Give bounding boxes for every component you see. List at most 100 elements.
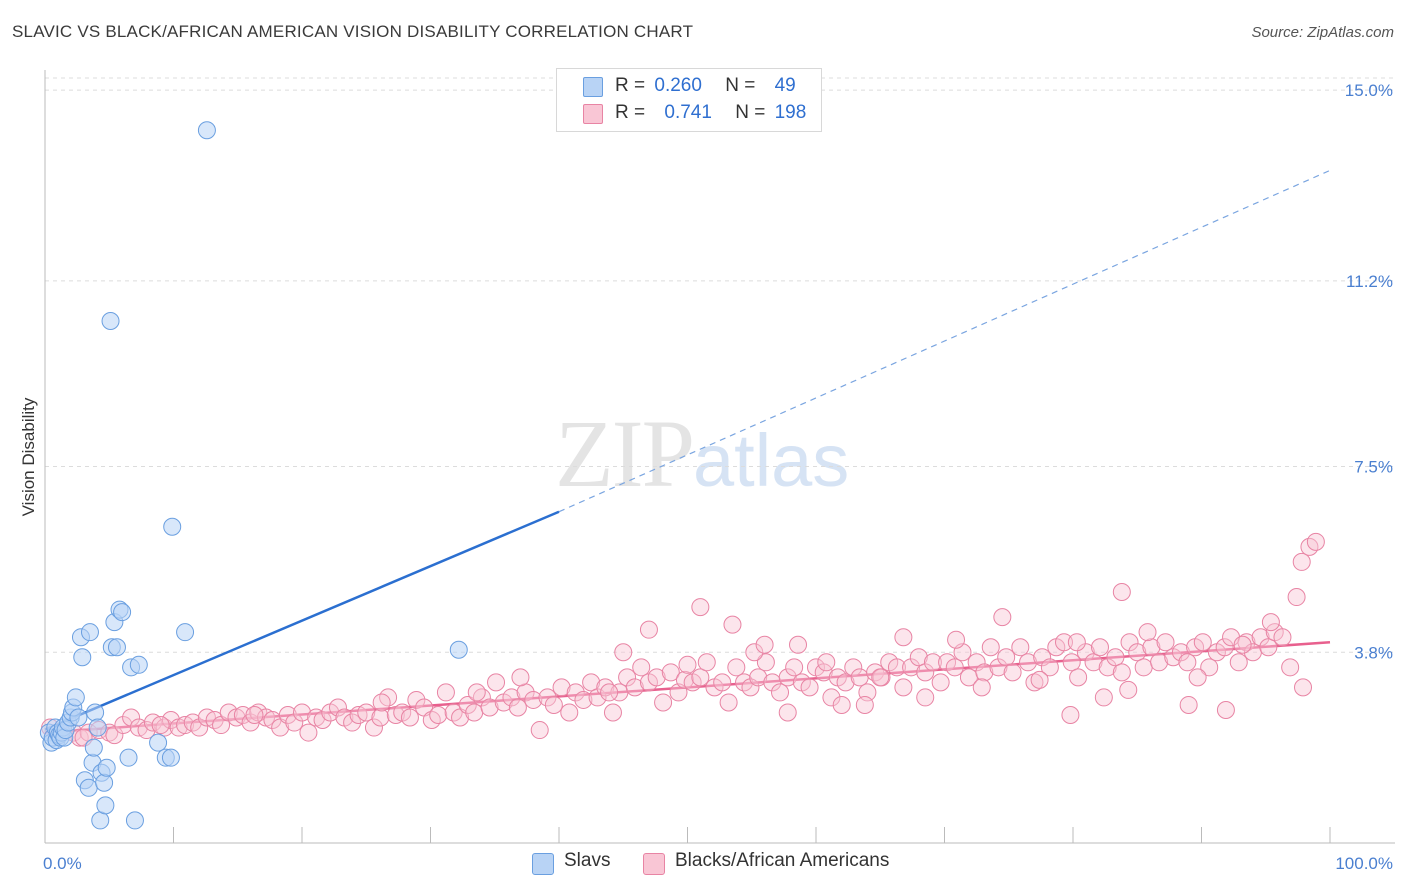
- point-slavs: [84, 738, 103, 757]
- point-blacks: [755, 635, 774, 654]
- x-tick-label-min: 0.0%: [43, 854, 82, 873]
- point-blacks: [836, 673, 855, 692]
- point-blacks: [407, 690, 426, 709]
- point-blacks: [190, 718, 209, 737]
- point-blacks: [832, 695, 851, 714]
- legend-n-value-slavs: 49: [774, 75, 796, 96]
- point-blacks: [745, 643, 764, 662]
- point-blacks: [1138, 623, 1157, 642]
- point-slavs: [95, 773, 114, 792]
- point-blacks: [508, 698, 527, 717]
- point-blacks: [947, 630, 966, 649]
- point-blacks: [343, 713, 362, 732]
- point-blacks: [1281, 658, 1300, 677]
- point-slavs: [73, 648, 92, 667]
- point-blacks: [400, 708, 419, 727]
- y-tick-label: 3.8%: [1354, 643, 1393, 662]
- point-blacks: [817, 653, 836, 672]
- point-blacks: [502, 688, 521, 707]
- point-blacks: [137, 721, 156, 740]
- point-blacks: [887, 658, 906, 677]
- point-blacks: [945, 658, 964, 677]
- point-blacks: [691, 668, 710, 687]
- point-blacks: [614, 643, 633, 662]
- point-blacks: [1128, 643, 1147, 662]
- point-blacks: [1094, 688, 1113, 707]
- point-blacks: [871, 668, 890, 687]
- point-blacks: [472, 688, 491, 707]
- watermark: ZIPatlas: [555, 398, 849, 509]
- point-blacks: [993, 608, 1012, 627]
- point-blacks: [1055, 633, 1074, 652]
- point-blacks: [931, 673, 950, 692]
- point-blacks: [552, 678, 571, 697]
- point-slavs: [97, 758, 116, 777]
- point-blacks: [278, 706, 297, 725]
- point-blacks: [1119, 680, 1138, 699]
- legend-n-label: N =: [725, 75, 756, 96]
- trend-line-blacks: [44, 640, 1331, 734]
- point-blacks: [822, 688, 841, 707]
- source-label: Source: ZipAtlas.com: [1251, 24, 1394, 41]
- point-blacks: [741, 678, 760, 697]
- point-blacks: [538, 688, 557, 707]
- point-slavs: [163, 517, 182, 536]
- point-blacks: [1261, 613, 1280, 632]
- point-blacks: [691, 598, 710, 617]
- watermark-zip: ZIP: [555, 400, 695, 507]
- y-axis-label: Vision Disability: [19, 397, 38, 516]
- point-blacks: [1061, 706, 1080, 725]
- point-blacks: [916, 663, 935, 682]
- point-blacks: [1273, 628, 1292, 647]
- bottom-legend-swatch-slavs: [532, 853, 554, 875]
- point-blacks: [975, 663, 994, 682]
- point-blacks: [1090, 638, 1109, 657]
- point-slavs: [96, 796, 115, 815]
- point-blacks: [989, 658, 1008, 677]
- point-slavs: [101, 311, 120, 330]
- point-blacks: [105, 726, 124, 745]
- data-points: [39, 121, 1325, 830]
- point-blacks: [749, 668, 768, 687]
- point-blacks: [719, 693, 738, 712]
- point-blacks: [313, 711, 332, 730]
- point-blacks: [855, 695, 874, 714]
- point-blacks: [1011, 638, 1030, 657]
- point-slavs: [129, 655, 148, 674]
- point-blacks: [1098, 658, 1117, 677]
- point-blacks: [647, 668, 666, 687]
- point-blacks: [981, 638, 1000, 657]
- point-blacks: [1150, 653, 1169, 672]
- point-blacks: [299, 723, 318, 742]
- point-blacks: [1120, 633, 1139, 652]
- point-blacks: [1215, 638, 1234, 657]
- point-blacks: [364, 718, 383, 737]
- point-blacks: [789, 635, 808, 654]
- legend-n-label: N =: [735, 102, 766, 123]
- point-slavs: [107, 638, 126, 657]
- point-blacks: [625, 678, 644, 697]
- axis-labels: 3.8% 7.5% 11.2% 15.0% 0.0% 100.0% Vision Disab…: [19, 81, 1393, 873]
- legend-n-value-blacks: 198: [774, 102, 807, 123]
- point-slavs: [119, 748, 138, 767]
- stats-legend: R = 0.260 N = 49 R = 0.741 N = 198: [556, 68, 822, 132]
- point-blacks: [436, 683, 455, 702]
- point-blacks: [1142, 638, 1161, 657]
- point-blacks: [1030, 670, 1049, 689]
- legend-r-label: R =: [615, 102, 646, 123]
- point-blacks: [618, 668, 637, 687]
- point-blacks: [1069, 668, 1088, 687]
- point-slavs: [79, 778, 98, 797]
- watermark-atlas: atlas: [693, 419, 850, 502]
- y-tick-label: 11.2%: [1346, 272, 1393, 291]
- legend-r-value-blacks: 0.741: [664, 102, 712, 123]
- point-blacks: [357, 703, 376, 722]
- point-blacks: [1003, 663, 1022, 682]
- point-blacks: [1134, 658, 1153, 677]
- point-blacks: [778, 703, 797, 722]
- gridlines: [45, 77, 1395, 653]
- legend-swatch-blacks: [583, 104, 603, 124]
- trend-line-slavs: [44, 510, 560, 731]
- point-blacks: [923, 653, 942, 672]
